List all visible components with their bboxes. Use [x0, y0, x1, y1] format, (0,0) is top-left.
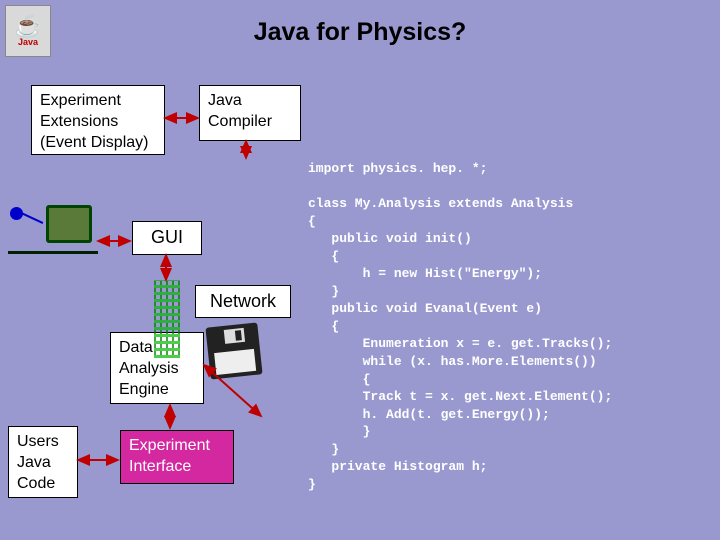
- user-at-computer-icon: [8, 205, 98, 285]
- box-line: Analysis: [119, 359, 195, 380]
- box-line: Engine: [119, 380, 195, 401]
- box-line: Network: [210, 290, 276, 313]
- box-line: Code: [17, 474, 69, 495]
- box-line: Java: [208, 91, 292, 112]
- code-snippet: import physics. hep. *; class My.Analysi…: [308, 160, 612, 493]
- box-line: Java: [17, 453, 69, 474]
- box-exp_ext: ExperimentExtensions(Event Display): [31, 85, 165, 155]
- box-network: Network: [195, 285, 291, 318]
- box-compiler: JavaCompiler: [199, 85, 301, 141]
- box-line: (Event Display): [40, 133, 156, 154]
- box-line: Users: [17, 432, 69, 453]
- box-user_code: UsersJavaCode: [8, 426, 78, 498]
- box-line: GUI: [151, 226, 183, 249]
- box-line: Experiment: [40, 91, 156, 112]
- box-line: Interface: [129, 457, 225, 478]
- box-line: Experiment: [129, 436, 225, 457]
- slide-title: Java for Physics?: [0, 18, 720, 47]
- box-exp_if: ExperimentInterface: [120, 430, 234, 484]
- network-hatch-icon: [154, 280, 180, 358]
- floppy-disk-icon: [205, 322, 262, 379]
- box-line: Compiler: [208, 112, 292, 133]
- box-gui: GUI: [132, 221, 202, 255]
- box-line: Extensions: [40, 112, 156, 133]
